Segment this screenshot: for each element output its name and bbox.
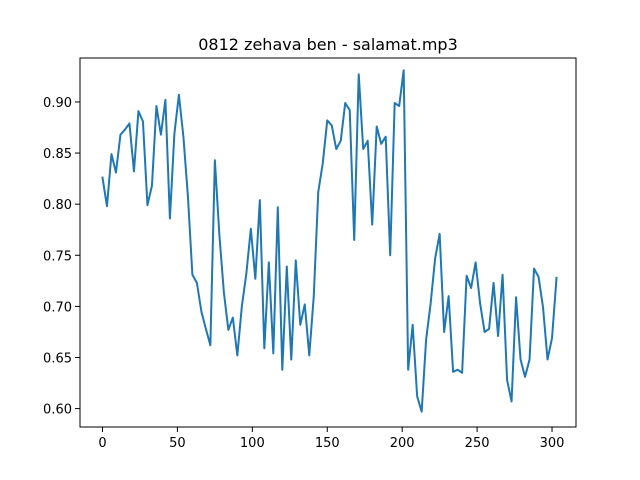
axes-frame — [79, 57, 577, 428]
x-tick-label: 200 — [390, 436, 415, 451]
y-tick-label: 0.75 — [43, 249, 72, 264]
series-line — [101, 69, 558, 413]
y-tick-label: 0.80 — [43, 198, 72, 213]
y-tick-label: 0.70 — [43, 300, 72, 315]
x-tick-label: 100 — [240, 436, 265, 451]
x-tick-label: 150 — [315, 436, 340, 451]
x-tick-label: 250 — [465, 436, 490, 451]
y-tick-label: 0.60 — [43, 403, 72, 418]
y-tick-label: 0.90 — [43, 96, 72, 111]
plot-area — [101, 69, 558, 413]
x-axis: 0 50 100 150 200 250 300 — [98, 427, 564, 451]
y-tick-label: 0.85 — [43, 147, 72, 162]
y-tick-label: 0.65 — [43, 351, 72, 366]
x-tick-label: 0 — [98, 436, 106, 451]
y-axis: 0.60 0.65 0.70 0.75 0.80 0.85 0.90 — [43, 96, 80, 418]
chart-title: 0812 zehava ben - salamat.mp3 — [198, 35, 458, 54]
x-tick-label: 300 — [540, 436, 565, 451]
x-tick-label: 50 — [169, 436, 186, 451]
